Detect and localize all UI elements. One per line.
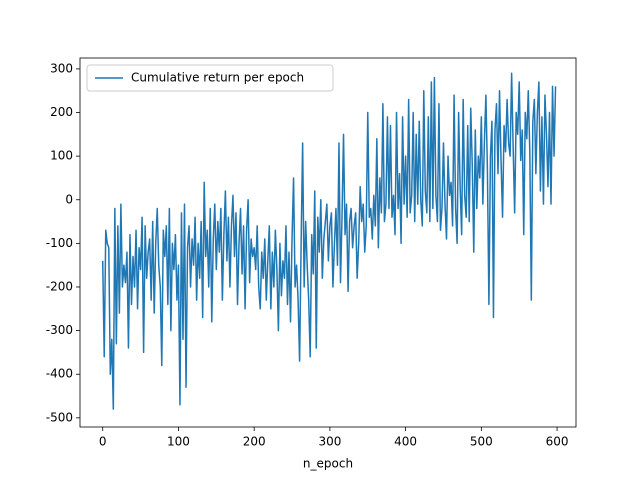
y-tick-label: -500 [46,410,73,424]
legend-label: Cumulative return per epoch [131,71,304,85]
x-tick-label: 600 [546,435,569,449]
x-tick-label: 0 [99,435,107,449]
axes-frame [79,57,577,428]
y-tick-label: -300 [46,323,73,337]
y-tick-label: 0 [65,192,73,206]
y-tick-label: 100 [50,149,73,163]
x-tick-label: 400 [394,435,417,449]
x-axis-label: n_epoch [303,457,353,471]
legend-box [86,64,334,92]
y-tick-label: -400 [46,367,73,381]
x-tick-label: 100 [167,435,190,449]
y-tick-label: -200 [46,279,73,293]
y-tick-label: -100 [46,236,73,250]
line-series [101,72,557,410]
y-tick-label: 300 [50,61,73,75]
x-tick-label: 500 [470,435,493,449]
x-tick-label: 200 [243,435,266,449]
y-tick-label: 200 [50,105,73,119]
x-tick-label: 300 [318,435,341,449]
